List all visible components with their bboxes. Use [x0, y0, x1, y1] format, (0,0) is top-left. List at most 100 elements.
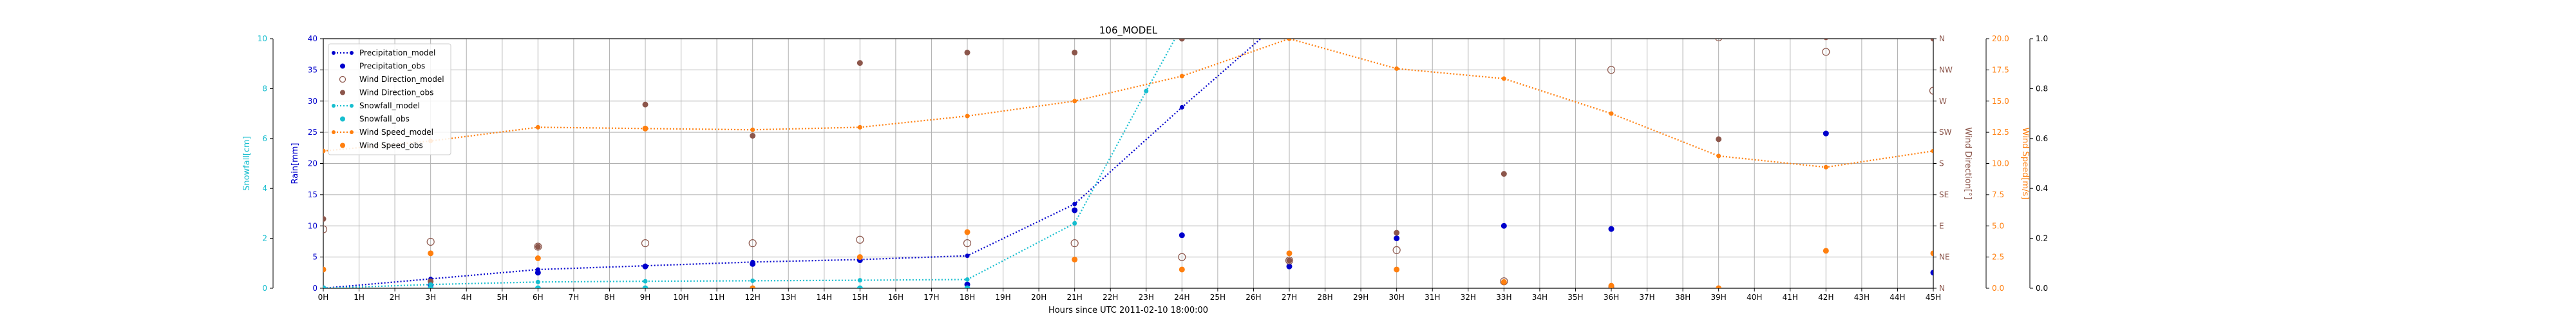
series-wind-speed-model — [323, 39, 1933, 170]
x-tick-label: 15H — [852, 293, 867, 302]
data-point — [643, 279, 648, 284]
x-tick-label: 30H — [1389, 293, 1405, 302]
data-point — [323, 285, 327, 288]
data-point — [750, 278, 755, 283]
y-tick-label: 1.0 — [2036, 34, 2048, 43]
y-tick-label: NW — [1939, 65, 1953, 74]
legend-label: Precipitation_model — [359, 48, 435, 57]
data-point — [964, 229, 971, 235]
y-tick-label: 0 — [312, 284, 317, 293]
data-point — [857, 124, 862, 130]
data-point — [1285, 256, 1294, 265]
y-tick-label: 12.5 — [1992, 128, 2009, 137]
y-tick-label: 10 — [308, 221, 317, 230]
series-wind-direction-model — [323, 39, 1933, 286]
x-tick-label: 12H — [745, 293, 761, 302]
data-point — [1394, 230, 1400, 236]
legend-label: Wind Direction_model — [359, 75, 444, 84]
x-tick-label: 37H — [1639, 293, 1654, 302]
data-point — [323, 225, 328, 233]
series-wind-speed-obs — [323, 125, 1933, 288]
data-point — [965, 113, 970, 119]
legend-label: Snowfall_model — [359, 101, 420, 110]
data-point — [535, 124, 540, 130]
data-point — [1822, 48, 1830, 56]
legend: Precipitation_model Precipitation_obs Wind… — [328, 43, 451, 155]
data-point — [1501, 171, 1507, 177]
y-tick-label: 5 — [312, 253, 317, 262]
data-point — [642, 263, 649, 270]
y-tick-label: SE — [1939, 190, 1949, 199]
y-axis-label: Wind Speed[m/s] — [2020, 128, 2030, 200]
data-point — [1394, 66, 1399, 71]
y-axis-label: Snowfall[cm] — [242, 136, 252, 191]
x-tick-label: 33H — [1496, 293, 1511, 302]
legend-swatch-marker — [340, 143, 345, 148]
x-tick-label: 9H — [640, 293, 651, 302]
data-point — [1072, 221, 1077, 226]
x-tick-label: 4H — [461, 293, 472, 302]
x-tick-label: 42H — [1818, 293, 1833, 302]
data-point — [535, 244, 541, 250]
x-tick-label: 43H — [1854, 293, 1870, 302]
data-point — [1716, 136, 1722, 143]
data-point — [1286, 263, 1293, 270]
series-line — [323, 39, 1262, 288]
legend-label: Wind Speed_model — [359, 128, 433, 137]
data-point — [1287, 12, 1292, 16]
x-tick-label: 7H — [569, 293, 580, 302]
data-point — [1608, 282, 1615, 288]
x-tick-label: 10H — [673, 293, 688, 302]
y-tick-label: 35 — [308, 65, 317, 74]
y-axis-wind_dir: N NE E SE S SW W NW N Wind Direction[°] — [1933, 34, 1973, 293]
y-tick-label: 30 — [308, 97, 317, 106]
data-point — [1286, 257, 1293, 264]
x-tick-label: 29H — [1353, 293, 1368, 302]
data-point — [1608, 226, 1615, 232]
x-tick-label: 16H — [888, 293, 904, 302]
legend-box — [328, 43, 451, 155]
legend-label: Wind Direction_obs — [359, 88, 433, 97]
data-point — [1823, 164, 1828, 170]
legend-swatch-marker — [332, 130, 336, 134]
x-tick-label: 34H — [1532, 293, 1548, 302]
data-point — [750, 261, 756, 267]
y-tick-label: 20.0 — [1992, 34, 2009, 43]
data-point — [1179, 39, 1185, 42]
data-point — [428, 278, 434, 284]
y-axis-snow: 0 2 4 6 8 10 Snowfall[cm] — [242, 34, 274, 293]
data-point — [750, 285, 756, 288]
y-tick-label: 20 — [308, 159, 317, 168]
x-tick-label: 36H — [1604, 293, 1619, 302]
series-line — [323, 39, 1933, 168]
data-point — [856, 235, 864, 244]
x-axis-label: Hours since UTC 2011-02-10 18:00:00 — [1048, 306, 1208, 315]
y-tick-label: SW — [1939, 128, 1952, 137]
data-point — [1823, 130, 1829, 137]
data-point — [642, 101, 649, 108]
legend-swatch-marker — [350, 130, 354, 134]
legend-label: Precipitation_obs — [359, 62, 425, 71]
y-tick-label: 0.6 — [2036, 134, 2048, 143]
y-tick-label: 0.0 — [1992, 284, 2004, 293]
data-point — [1286, 250, 1293, 257]
y-axis-rain: 0 5 10 15 20 25 30 35 40 Rain[mm] — [290, 34, 324, 293]
legend-label: Snowfall_obs — [359, 115, 410, 124]
y-tick-label: N — [1939, 34, 1945, 43]
y-tick-label: W — [1939, 97, 1947, 106]
data-point — [1501, 76, 1506, 81]
y-tick-label: 15 — [308, 190, 317, 199]
data-point — [426, 237, 435, 246]
x-tick-label: 23H — [1139, 293, 1154, 302]
x-tick-label: 27H — [1282, 293, 1297, 302]
data-point — [1179, 266, 1185, 273]
data-point — [965, 253, 970, 259]
x-tick-label: 20H — [1031, 293, 1046, 302]
y-axis-label: Rain[mm] — [290, 143, 300, 184]
y-tick-label: 0.2 — [2036, 234, 2048, 243]
y-tick-label: 6 — [262, 134, 267, 143]
x-tick-label: 35H — [1567, 293, 1583, 302]
x-tick-label: 22H — [1103, 293, 1118, 302]
x-tick-label: 5H — [497, 293, 507, 302]
